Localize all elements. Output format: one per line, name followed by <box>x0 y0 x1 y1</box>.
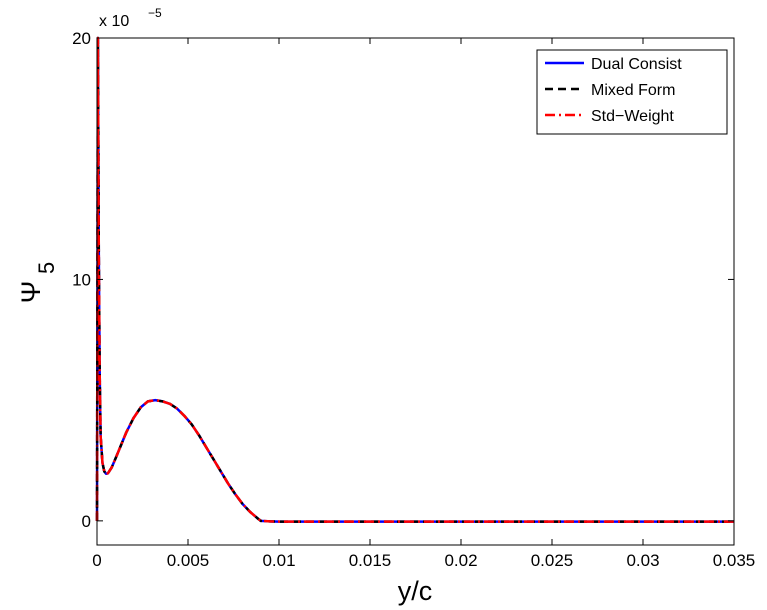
x-tick-label: 0.025 <box>531 551 574 570</box>
legend-label-2: Std−Weight <box>591 108 674 125</box>
plot-frame <box>96 37 735 546</box>
y-tick-label: 20 <box>72 29 91 48</box>
y-tick-label: 0 <box>82 512 91 531</box>
x-tick-label: 0.02 <box>444 551 477 570</box>
legend-label-0: Dual Consist <box>591 56 682 73</box>
x-tick-label: 0.01 <box>262 551 295 570</box>
tick-layer: 0 0.005 0.01 0.015 0.02 0.025 0.03 0.035 0 10 20 <box>72 29 755 570</box>
series-line-2 <box>95 36 734 523</box>
legend-label-1: Mixed Form <box>591 82 675 99</box>
y-tick-label: 10 <box>72 270 91 289</box>
legend: Dual Consist Mixed Form Std−Weight <box>536 49 728 135</box>
x-tick-label: 0.035 <box>713 551 756 570</box>
y-scale-exponent: −5 <box>148 6 162 20</box>
y-axis-label-group: Ψ 5 <box>16 262 59 304</box>
x-tick-label: 0.015 <box>349 551 392 570</box>
y-scale-base: x 10 <box>99 13 129 30</box>
x-tick-label: 0.03 <box>626 551 659 570</box>
x-axis-label: y/c <box>398 576 433 606</box>
y-axis-label: Ψ <box>16 281 46 304</box>
x-tick-label: 0 <box>92 551 101 570</box>
x-tick-label: 0.005 <box>167 551 210 570</box>
series-layer <box>95 36 734 523</box>
y-axis-label-subscript: 5 <box>34 262 59 274</box>
